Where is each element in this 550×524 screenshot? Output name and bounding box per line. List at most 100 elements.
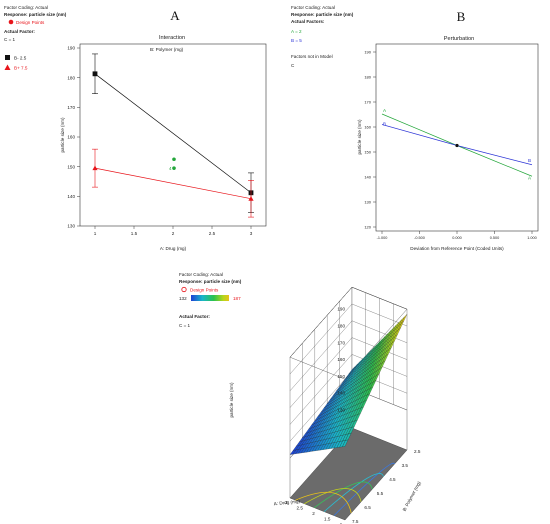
legend-b-minus-label: B- 2.5 bbox=[14, 56, 27, 61]
z-tick-label: 160 bbox=[337, 357, 345, 362]
y-tick-label: 180 bbox=[364, 75, 371, 80]
y-tick-label: 130 bbox=[67, 224, 75, 229]
factor-c-label: C bbox=[291, 63, 295, 68]
x-tick-label: 0.000 bbox=[452, 236, 462, 240]
x-tick-label: 2 bbox=[172, 231, 175, 236]
series-end-label: B bbox=[528, 158, 531, 163]
panel-c-header: Factor Coding: Actual Response: particle… bbox=[179, 272, 242, 328]
response-label: Response: particle size (nm) bbox=[4, 12, 67, 17]
actual-factor-label: Actual Factor: bbox=[179, 314, 210, 319]
panel-a-y-ticks: 130 140 150 160 170 180 190 bbox=[67, 46, 80, 229]
colorscale-min-label: 132 bbox=[179, 296, 187, 301]
point-triangle bbox=[248, 196, 254, 201]
box-top-frame bbox=[289, 286, 408, 380]
z-tick-label: 180 bbox=[337, 324, 345, 329]
response-label: Response: particle size (nm) bbox=[291, 12, 354, 17]
y-tick-label: 3.5 bbox=[402, 463, 409, 468]
panel-c: C Factor Coding: Actual Response: partic… bbox=[179, 272, 422, 524]
series-end-label: A bbox=[528, 175, 532, 180]
design-point-legend-icon bbox=[8, 19, 14, 25]
x-tick-label: 1.000 bbox=[527, 236, 537, 240]
actual-factors-label: Actual Factors: bbox=[291, 19, 325, 24]
panel-letter-b: B bbox=[457, 9, 466, 24]
x-tick-label: 3 bbox=[285, 500, 288, 505]
panel-b-y-ticks: 120 130 140 150 160 170 180 190 bbox=[364, 50, 376, 230]
colorscale-max-label: 187 bbox=[233, 296, 241, 301]
colorscale-bar bbox=[191, 295, 229, 301]
factor-c-value: C = 1 bbox=[179, 323, 191, 328]
y-tick-label: 170 bbox=[364, 100, 371, 105]
series-start-label: B bbox=[383, 122, 386, 127]
x-tick-label: 2.5 bbox=[209, 231, 216, 236]
point-triangle bbox=[92, 165, 98, 171]
factor-a-value: A = 2 bbox=[291, 29, 302, 34]
factors-not-in-model-label: Factors not in Model bbox=[291, 54, 333, 59]
panel-a-header: Factor Coding: Actual Response: particle… bbox=[4, 5, 67, 71]
response-label: Response: particle size (nm) bbox=[179, 279, 242, 284]
design-point-legend-icon bbox=[181, 286, 187, 293]
design-point bbox=[172, 166, 176, 170]
design-point bbox=[172, 157, 176, 162]
y-tick-label: 5.5 bbox=[377, 491, 384, 496]
perturbation-title: Perturbation bbox=[444, 36, 474, 42]
panel-b-x-axis-label: Deviation from Reference Point (Coded Un… bbox=[410, 246, 504, 251]
panel-b-marks: A A B B bbox=[381, 108, 533, 180]
panel-c-z-axis-label: particle size (nm) bbox=[229, 382, 234, 417]
panel-c-ticks: 130 140 150 160 170 180 190 1 1.5 2 2.5 3 2.5 3.5 4.5 5… bbox=[285, 307, 421, 524]
interaction-title: Interaction bbox=[159, 35, 185, 41]
y-tick-label: 7.5 bbox=[352, 519, 359, 524]
center-point-count-label: 4 bbox=[169, 166, 172, 171]
y-tick-label: 170 bbox=[67, 105, 75, 110]
x-tick-label: -0.500 bbox=[414, 236, 425, 240]
panel-c-x-axis-label: A: Drug (mg) bbox=[274, 499, 301, 507]
x-tick-label: 1.5 bbox=[324, 517, 331, 522]
panel-a-x-ticks: 1 1.5 2 2.5 3 bbox=[94, 226, 253, 236]
z-tick-label: 140 bbox=[337, 391, 345, 396]
y-tick-label: 120 bbox=[364, 225, 371, 230]
panel-b-plot-frame bbox=[375, 43, 539, 232]
x-tick-label: 2 bbox=[312, 511, 315, 516]
floor-contour-line bbox=[304, 488, 362, 505]
floor-contour-line bbox=[295, 491, 352, 514]
response-surface bbox=[289, 314, 408, 455]
factor-c-value: C = 1 bbox=[4, 37, 16, 42]
y-tick-label: 140 bbox=[67, 194, 75, 199]
point-square bbox=[92, 71, 98, 77]
design-points-label: Design Points bbox=[190, 288, 219, 293]
x-tick-label: 2.5 bbox=[297, 506, 304, 511]
panel-letter-a: A bbox=[170, 8, 180, 23]
z-tick-label: 150 bbox=[337, 374, 345, 379]
factor-coding-label: Factor Coding: Actual bbox=[291, 5, 335, 10]
panel-b-x-ticks: -1.000 -0.500 0.000 0.500 1.000 bbox=[377, 231, 537, 240]
design-points-label: Design Points bbox=[16, 20, 45, 25]
panel-a-x-axis-label: A: Drug (mg) bbox=[160, 246, 187, 251]
panel-b-y-axis-label: particle size (nm) bbox=[357, 119, 362, 154]
x-tick-label: -1.000 bbox=[377, 236, 388, 240]
floor-contour-line bbox=[323, 473, 384, 512]
y-tick-label: 150 bbox=[67, 164, 75, 169]
y-tick-label: 150 bbox=[364, 150, 371, 155]
surface-cell bbox=[348, 366, 355, 374]
y-tick-label: 190 bbox=[364, 50, 371, 55]
series-start-label: A bbox=[383, 108, 387, 113]
z-tick-label: 170 bbox=[337, 340, 345, 345]
y-tick-label: 180 bbox=[67, 75, 75, 80]
series-line bbox=[94, 73, 252, 194]
panel-b: B Factor Coding: Actual Response: partic… bbox=[291, 5, 539, 251]
x-tick-label: 1 bbox=[340, 522, 343, 524]
panel-a-marks: 4 bbox=[92, 53, 254, 218]
y-tick-label: 4.5 bbox=[389, 477, 396, 482]
interaction-subtitle: B: Polymer (mg) bbox=[150, 47, 184, 52]
floor-contour-line bbox=[313, 481, 373, 509]
factor-coding-label: Factor Coding: Actual bbox=[179, 272, 223, 277]
panel-c-y-axis-label: B: Polymer (mg) bbox=[402, 480, 422, 512]
legend-b-minus-square-icon bbox=[5, 55, 10, 60]
panel-b-header: Factor Coding: Actual Response: particle… bbox=[291, 5, 354, 68]
wall-gridline bbox=[289, 354, 408, 425]
x-tick-label: 0.500 bbox=[490, 236, 500, 240]
factor-coding-label: Factor Coding: Actual bbox=[4, 5, 48, 10]
legend-b-plus-triangle-icon bbox=[4, 64, 11, 70]
legend-b-plus-label: B+ 7.5 bbox=[14, 66, 28, 71]
panel-a-plot-frame bbox=[79, 43, 267, 227]
